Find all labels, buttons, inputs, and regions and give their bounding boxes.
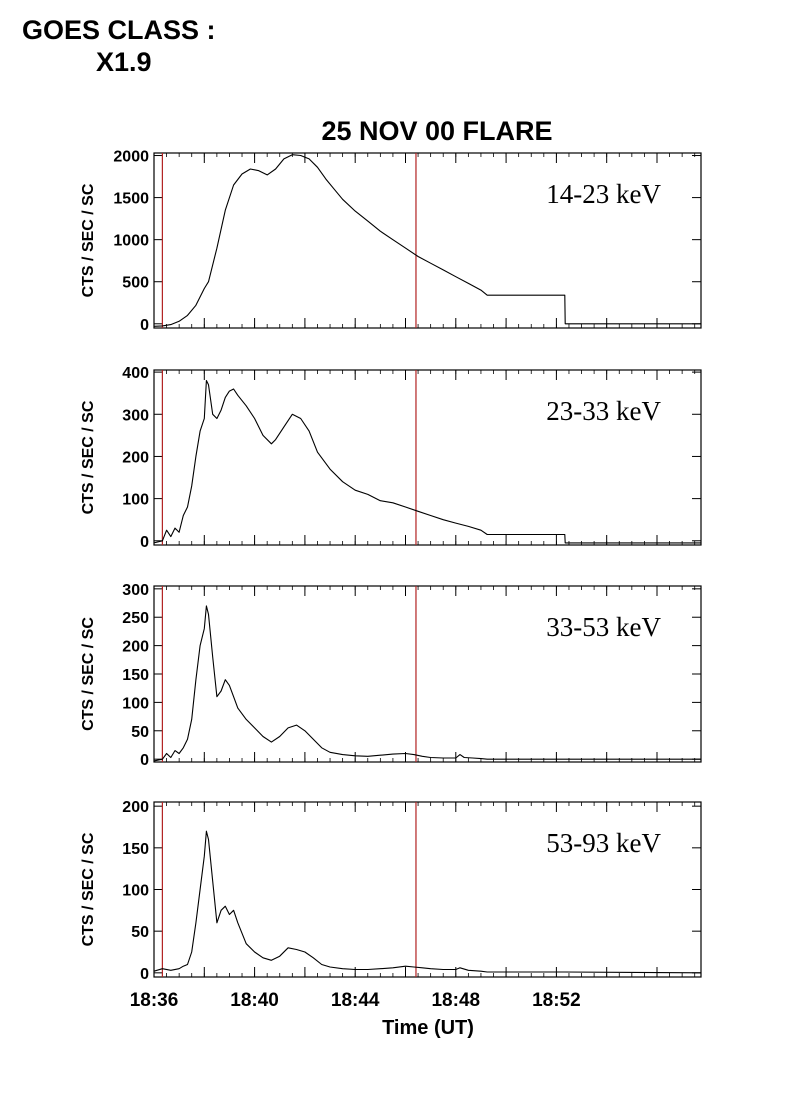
y-tick-label: 0 (140, 317, 149, 334)
y-tick-label: 2000 (113, 149, 149, 166)
y-axis-label: CTS / SEC / SC (80, 183, 97, 297)
panel-1: 0 500 1000 1500 2000 CTS / SEC / SC 14-23 keV (80, 149, 702, 334)
y-axis-label: CTS / SEC / SC (80, 400, 97, 514)
series-line (153, 830, 702, 974)
goes-class-label: GOES CLASS : (22, 15, 216, 45)
x-tick-label: 18:52 (532, 990, 581, 1011)
y-tick-label: 0 (140, 752, 149, 769)
energy-band-label: 23-33 keV (546, 396, 661, 426)
goes-class-value: X1.9 (96, 47, 152, 77)
y-axis-label: CTS / SEC / SC (80, 832, 97, 946)
panel-2: 0 100 200 300 400 CTS / SEC / SC 23-33 keV (80, 365, 702, 551)
y-tick-label: 150 (122, 841, 149, 858)
y-tick-label: 500 (122, 275, 149, 292)
y-tick-label: 100 (122, 695, 149, 712)
plot-frame (153, 369, 702, 546)
panel-3: 0 50 100 150 200 250 300 CTS / SEC / SC 33-53 ke… (80, 582, 702, 769)
panel-4: 0 50 100 150 200 CTS / SEC / SC 53-93 keV (80, 799, 702, 983)
y-tick-label: 300 (122, 582, 149, 599)
y-tick-label: 250 (122, 610, 149, 627)
y-tick-label: 0 (140, 966, 149, 983)
x-tick-label: 18:48 (431, 990, 480, 1011)
y-tick-label: 300 (122, 407, 149, 424)
x-tick-label: 18:44 (331, 990, 380, 1011)
series-line (153, 379, 701, 544)
plot-frame (153, 152, 702, 329)
x-axis-label: Time (UT) (382, 1017, 474, 1039)
y-tick-label: 200 (122, 799, 149, 816)
series-line (153, 154, 701, 327)
y-tick-label: 50 (131, 724, 149, 741)
y-tick-label: 1000 (113, 233, 149, 250)
y-tick-label: 100 (122, 492, 149, 509)
chart-title: 25 NOV 00 FLARE (321, 116, 552, 146)
y-tick-label: 1500 (113, 191, 149, 208)
y-tick-label: 0 (140, 534, 149, 551)
x-tick-label: 18:36 (130, 990, 179, 1011)
energy-band-label: 53-93 keV (546, 828, 661, 858)
y-tick-label: 200 (122, 639, 149, 656)
energy-band-label: 33-53 keV (546, 612, 661, 642)
y-tick-label: 150 (122, 667, 149, 684)
y-tick-label: 100 (122, 883, 149, 900)
energy-band-label: 14-23 keV (546, 179, 661, 209)
goes-class-block: GOES CLASS : X1.9 (22, 14, 216, 78)
y-axis-label: CTS / SEC / SC (80, 617, 97, 731)
y-tick-label: 200 (122, 449, 149, 466)
y-tick-label: 50 (131, 924, 149, 941)
series-line (153, 605, 701, 762)
y-tick-label: 400 (122, 365, 149, 382)
x-tick-label: 18:40 (230, 990, 279, 1011)
